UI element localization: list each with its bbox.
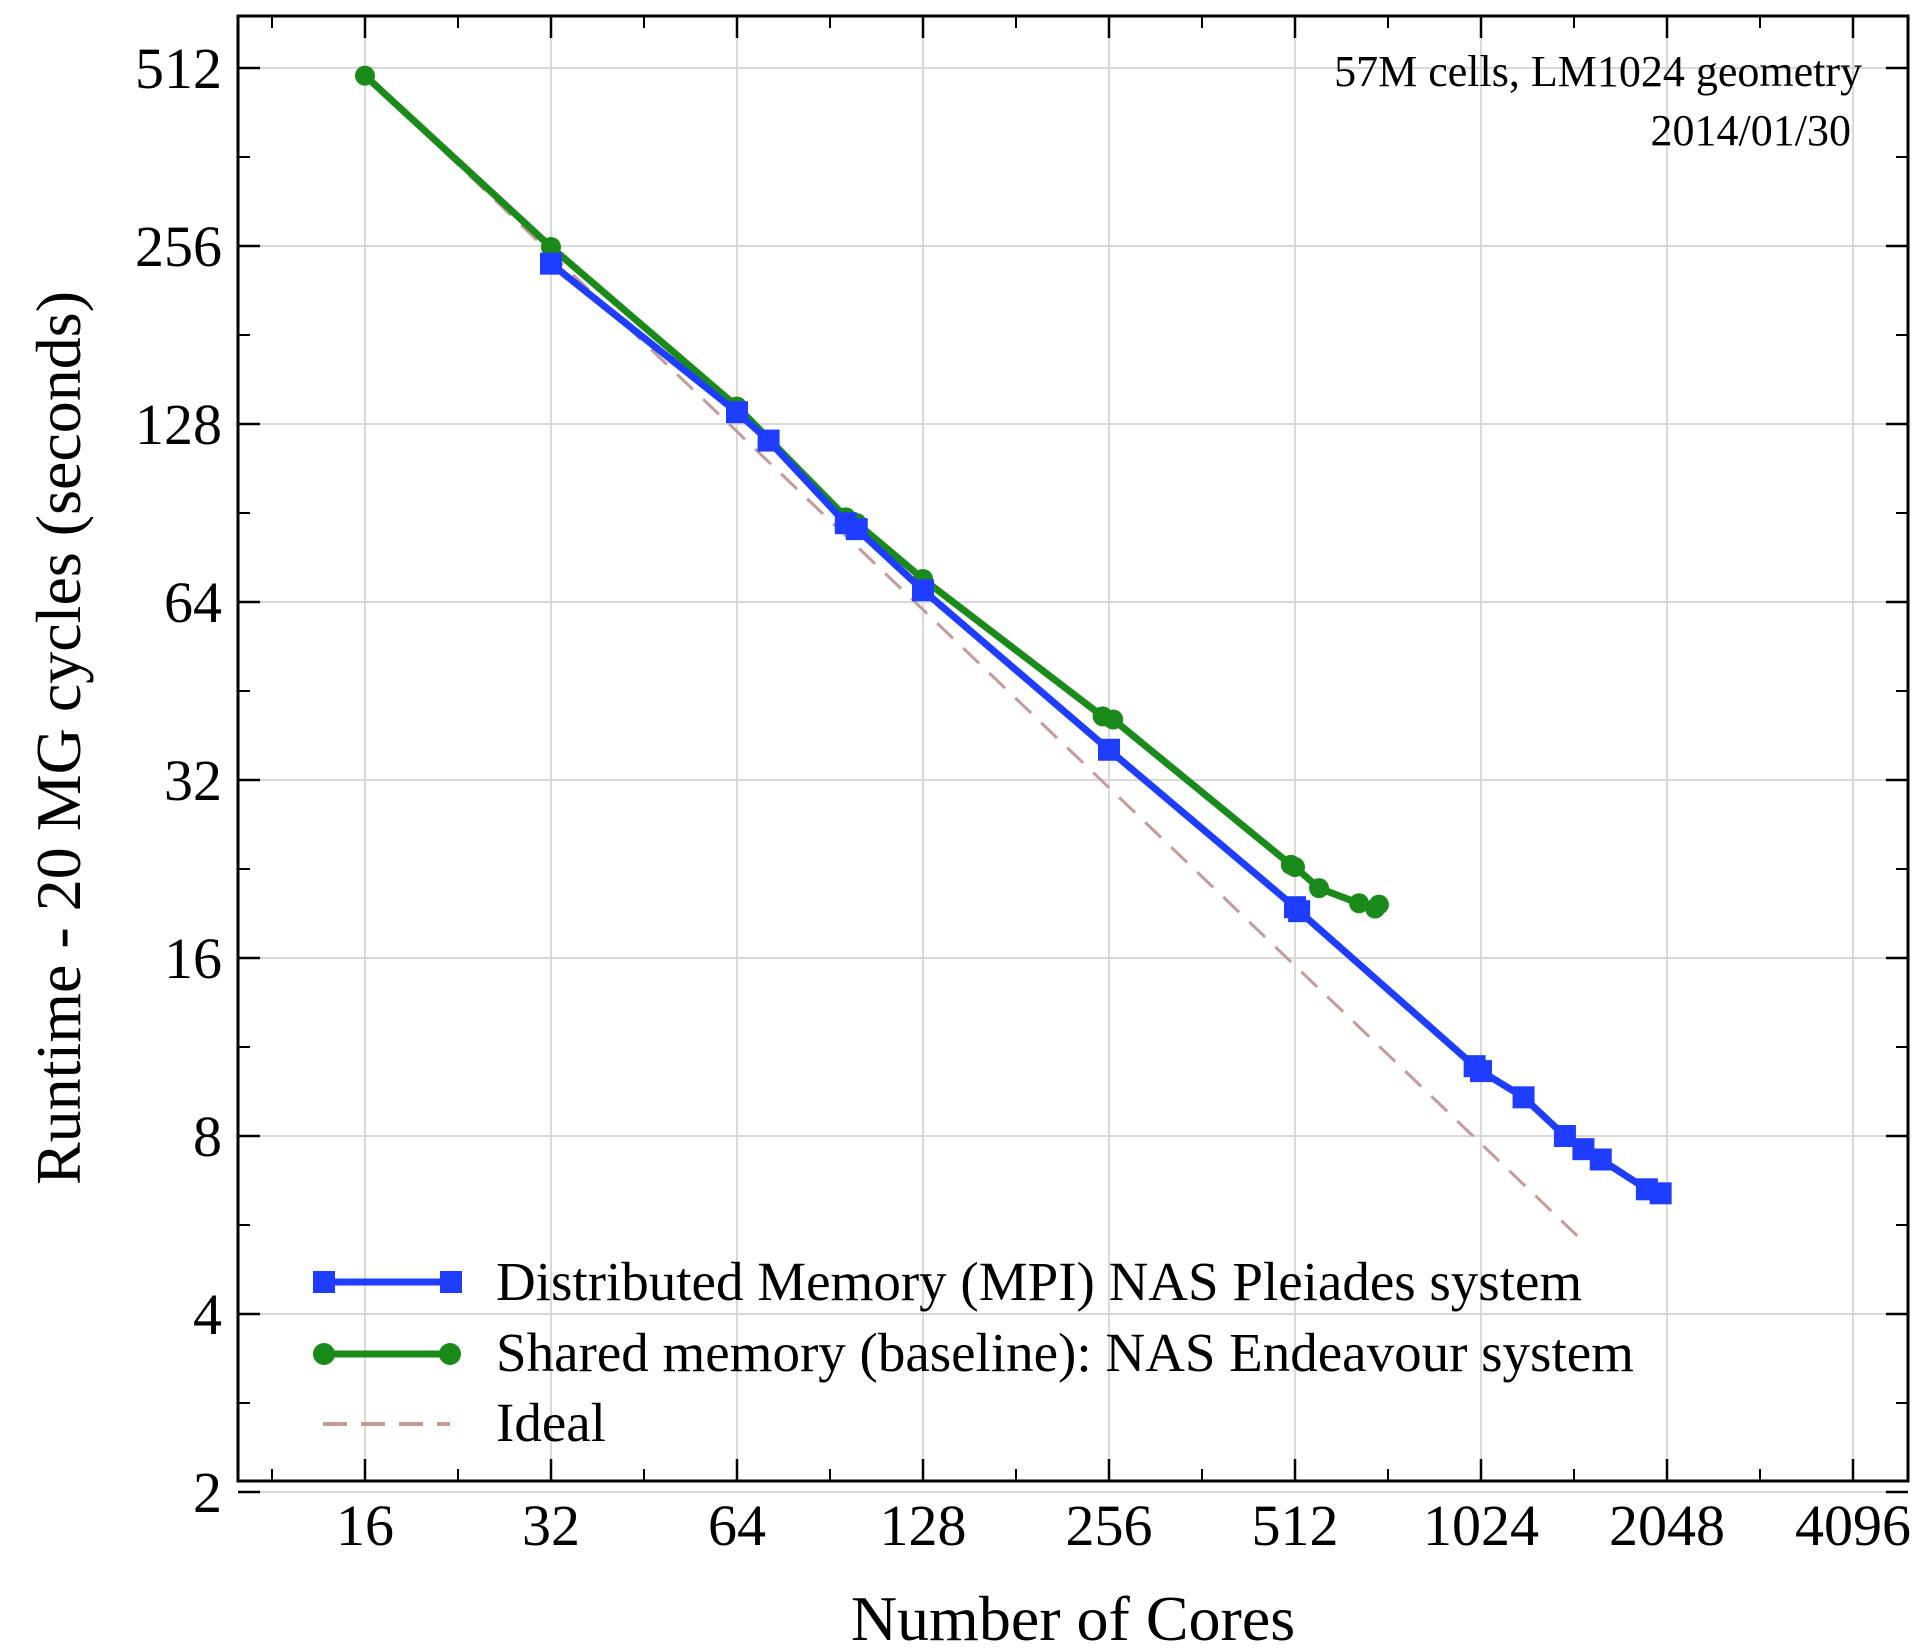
series-line-0	[548, 260, 1662, 1197]
x-tick-label: 512	[1252, 1493, 1339, 1558]
legend-marker-shared-right	[439, 1343, 461, 1365]
y-tick-label: 64	[164, 570, 222, 635]
legend-label-shared: Shared memory (baseline): NAS Endeavour …	[496, 1322, 1634, 1383]
x-tick-label: 32	[522, 1493, 580, 1558]
data-point-circle	[1349, 893, 1370, 914]
shared-memory-series	[355, 65, 1389, 919]
data-point-square	[757, 429, 780, 452]
legend-marker-distributed-left	[313, 1271, 335, 1293]
legend-marker-distributed-right	[440, 1271, 462, 1293]
y-tick-label: 32	[164, 748, 222, 813]
x-tick-label: 16	[336, 1493, 394, 1558]
x-tick-label: 2048	[1609, 1493, 1725, 1558]
y-tick-labels: 2 4 8 16 32 64 128 256 512	[135, 36, 222, 1525]
y-tick-label: 8	[193, 1104, 222, 1169]
data-point-square	[1512, 1086, 1535, 1109]
y-tick-label: 128	[135, 392, 222, 457]
series-line-2	[363, 74, 1585, 1243]
legend-label-distributed: Distributed Memory (MPI) NAS Pleiades sy…	[496, 1251, 1582, 1312]
data-point-circle	[1309, 878, 1330, 899]
data-point-square	[1649, 1182, 1672, 1205]
data-point-circle	[1368, 894, 1389, 915]
data-point-square	[1572, 1138, 1595, 1161]
data-point-square	[845, 518, 868, 541]
y-tick-label: 256	[135, 214, 222, 279]
legend-entry-ideal: Ideal	[323, 1392, 606, 1453]
legend-label-ideal: Ideal	[496, 1392, 606, 1453]
legend-entry-distributed: Distributed Memory (MPI) NAS Pleiades sy…	[313, 1251, 1582, 1312]
x-tick-label: 64	[708, 1493, 766, 1558]
series-line-1	[362, 73, 1382, 912]
data-point-square	[1589, 1148, 1612, 1171]
x-tick-label: 256	[1066, 1493, 1153, 1558]
data-point-square	[540, 252, 562, 275]
y-tick-label: 512	[135, 36, 222, 101]
plot-frame	[236, 14, 1910, 1483]
data-point-circle	[1285, 857, 1305, 878]
data-point-circle	[541, 237, 561, 258]
data-point-square	[1098, 738, 1120, 761]
data-point-square	[1470, 1060, 1492, 1083]
y-tick-label: 4	[193, 1282, 222, 1347]
y-tick-label: 2	[193, 1460, 222, 1525]
distributed-memory-series	[540, 252, 1672, 1205]
annotation-line-1: 57M cells, LM1024 geometry	[1334, 47, 1862, 96]
ideal-series	[363, 74, 1585, 1243]
data-point-square	[1288, 900, 1311, 923]
data-point-square	[912, 579, 934, 602]
legend-entry-shared: Shared memory (baseline): NAS Endeavour …	[313, 1322, 1634, 1383]
x-tick-label: 1024	[1423, 1493, 1539, 1558]
x-axis-title: Number of Cores	[851, 1583, 1295, 1648]
x-tick-label: 4096	[1795, 1493, 1911, 1558]
x-tick-label: 128	[880, 1493, 967, 1558]
legend: Distributed Memory (MPI) NAS Pleiades sy…	[313, 1251, 1634, 1453]
axis-ticks	[238, 16, 1908, 1494]
x-tick-labels: 16 32 64 128 256 512 1024 2048 4096	[336, 1493, 1911, 1558]
data-point-circle	[1103, 709, 1124, 730]
data-point-square	[1553, 1125, 1576, 1147]
data-point-square	[726, 401, 748, 424]
annotation-line-2: 2014/01/30	[1651, 106, 1851, 155]
y-tick-label: 16	[164, 926, 222, 991]
grid-lines	[238, 16, 1908, 1493]
legend-marker-shared-left	[313, 1343, 335, 1365]
y-axis-title: Runtime - 20 MG cycles (seconds)	[23, 291, 94, 1185]
data-point-circle	[355, 65, 375, 86]
